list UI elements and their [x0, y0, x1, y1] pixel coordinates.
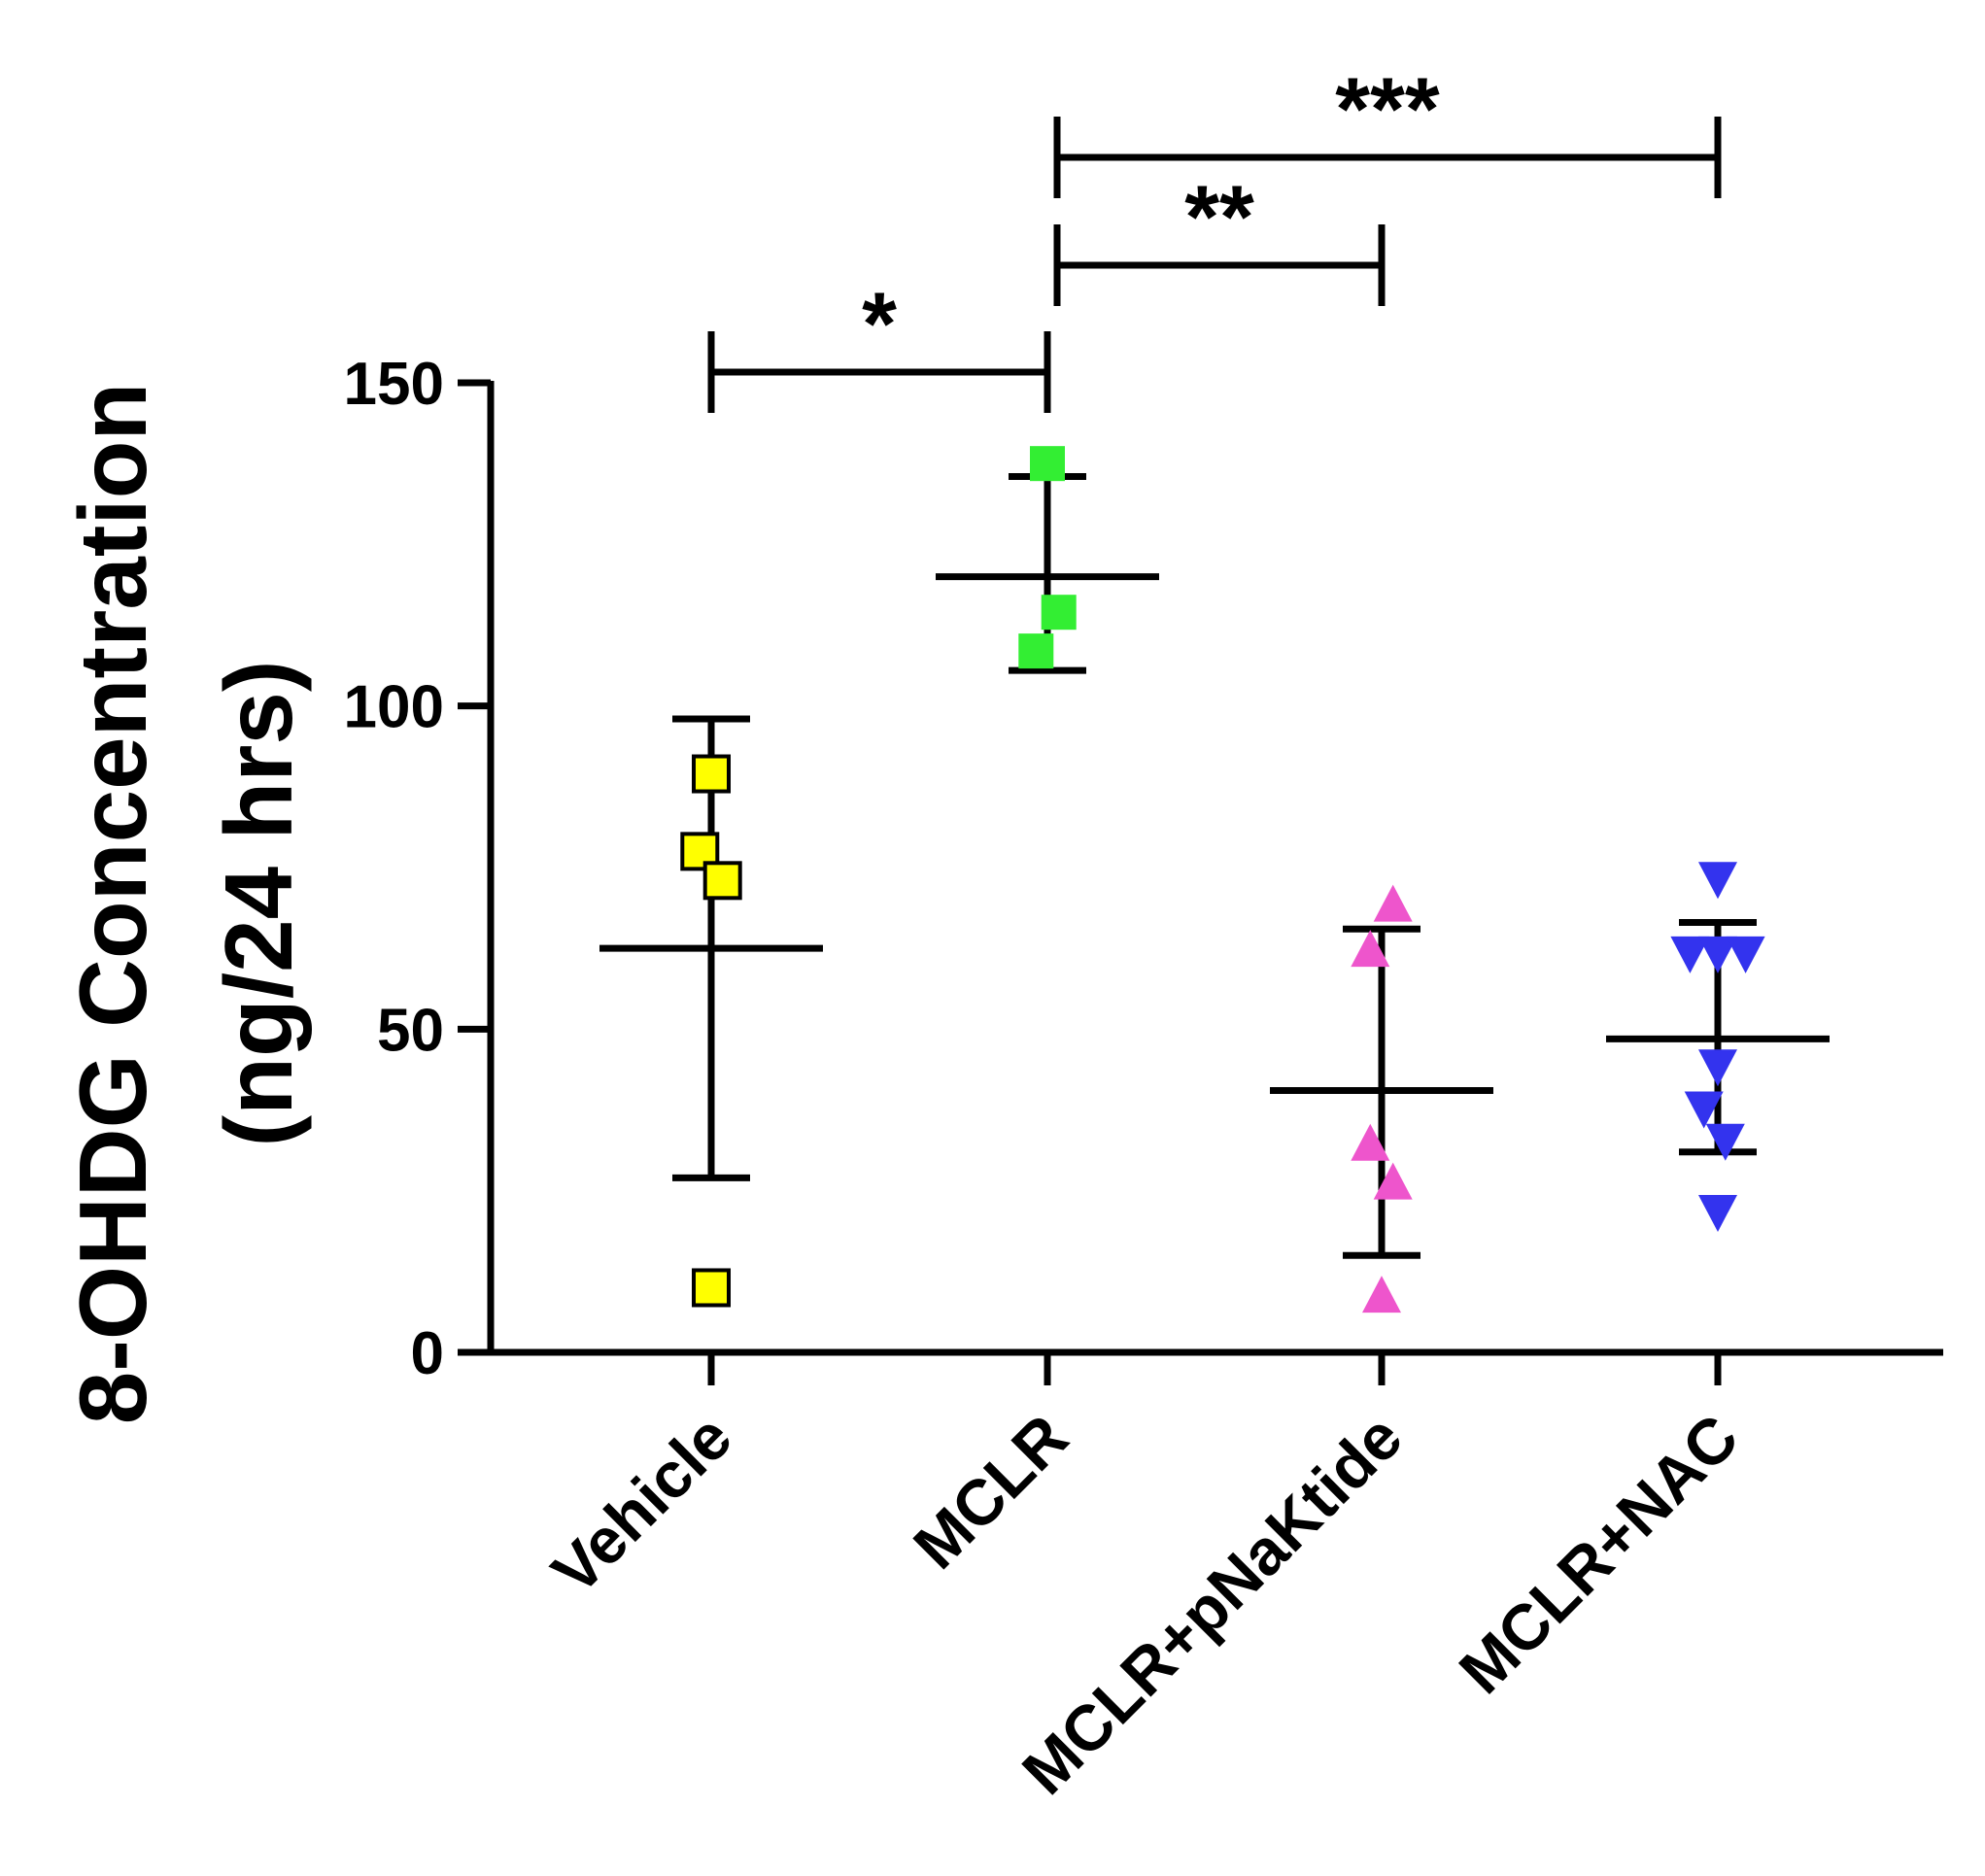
y-tick-label: 50: [377, 997, 444, 1064]
significance-label-2: **: [1184, 168, 1254, 267]
data-point: [692, 754, 731, 794]
data-point: [702, 861, 742, 901]
x-tick-label: Vehicle: [538, 1401, 745, 1608]
data-point: [1030, 446, 1065, 482]
data-point: [1698, 1194, 1737, 1232]
data-point: [1041, 595, 1077, 631]
data-point: [692, 1268, 731, 1308]
data-point: [1373, 884, 1413, 922]
x-tick-label: MCLR+NAC: [1445, 1401, 1751, 1707]
significance-label-1: *: [862, 275, 897, 374]
data-point: [1698, 936, 1737, 973]
y-axis-label-line2: (ng/24 hrs): [205, 661, 312, 1147]
significance-label-3: ***: [1335, 60, 1440, 159]
y-tick-label: 150: [344, 351, 444, 418]
x-tick-label: MCLR: [900, 1401, 1081, 1583]
y-axis-label-line1: 8-OHDG Concentration: [59, 383, 166, 1425]
y-tick-label: 0: [411, 1320, 444, 1387]
data-point: [1698, 1049, 1737, 1087]
data-point: [1373, 1162, 1413, 1200]
data-point: [1684, 1091, 1724, 1129]
data-point: [1698, 862, 1737, 900]
data-point: [1362, 1276, 1401, 1313]
data-point: [1351, 1123, 1390, 1161]
data-point: [1726, 936, 1765, 973]
y-tick-label: 100: [344, 674, 444, 741]
data-point: [1018, 633, 1054, 669]
data-point: [1705, 1123, 1745, 1161]
data-point: [1351, 930, 1390, 968]
data-point: [1670, 936, 1710, 973]
